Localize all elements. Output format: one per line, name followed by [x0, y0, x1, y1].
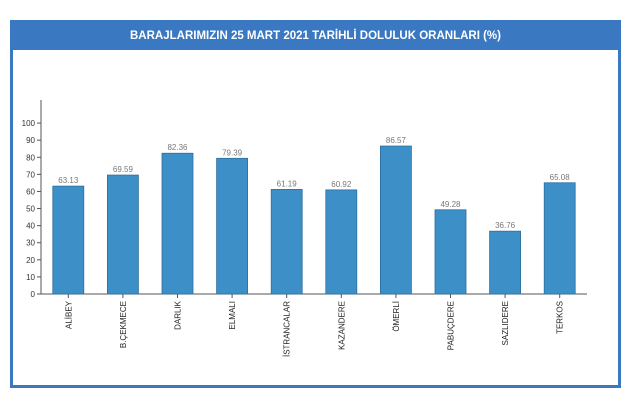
chart-frame: BARAJLARIMIZIN 25 MART 2021 TARİHLİ DOLU…: [10, 20, 621, 388]
bar-value-label: 79.39: [222, 148, 243, 157]
bar: [434, 209, 467, 295]
bar: [379, 145, 412, 295]
header-notch-inner: [514, 0, 552, 1]
bar-chart: 0 10 20 30 40 50 60 70 80 90 100 63.13 ALİBEY 69.59 B.…: [22, 100, 587, 357]
y-tick-label: 20: [26, 256, 35, 265]
bar-value-label: 65.08: [550, 173, 571, 182]
y-tick-label: 60: [26, 187, 35, 196]
y-tick-label: 90: [26, 136, 35, 145]
y-tick-label: 10: [26, 273, 35, 282]
bar-value-label: 61.19: [277, 179, 298, 188]
y-tick-label: 80: [26, 153, 35, 162]
x-tick-label: KAZANDERE: [337, 301, 346, 350]
y-tick-label: 50: [26, 205, 35, 214]
bar-value-label: 36.76: [495, 221, 516, 230]
x-tick-label: ELMALI: [228, 301, 237, 329]
x-tick-label: DARLIK: [174, 300, 183, 330]
bar-value-label: 86.57: [386, 136, 407, 145]
bar: [107, 174, 139, 295]
x-tick-label: İSTRANCALAR: [283, 301, 292, 357]
bar-value-label: 49.28: [440, 200, 461, 209]
chart-title: BARAJLARIMIZIN 25 MART 2021 TARİHLİ DOLU…: [13, 23, 618, 50]
bar: [543, 182, 576, 295]
x-tick-label: PABUÇDERE: [447, 301, 456, 350]
bar: [216, 157, 249, 295]
x-tick-label: B.ÇEKMECE: [119, 301, 128, 348]
bar: [52, 185, 85, 295]
x-tick-label: TERKOS: [556, 301, 565, 334]
bar-value-label: 82.36: [167, 143, 188, 152]
bar-value-label: 69.59: [113, 165, 134, 174]
bar-value-label: 63.13: [58, 176, 79, 185]
bar: [161, 152, 194, 295]
bar-value-label: 60.92: [331, 180, 352, 189]
y-tick-label: 70: [26, 170, 35, 179]
x-tick-label: ÖMERLİ: [392, 301, 401, 332]
x-tick-label: ALİBEY: [64, 300, 73, 329]
y-tick-label: 100: [22, 119, 36, 128]
bar: [325, 189, 358, 295]
bar: [489, 230, 522, 295]
bar: [270, 189, 303, 295]
y-tick-label: 0: [31, 290, 36, 299]
y-tick-label: 30: [26, 239, 35, 248]
y-tick-label: 40: [26, 222, 35, 231]
x-tick-label: SAZLIDERE: [501, 301, 510, 345]
